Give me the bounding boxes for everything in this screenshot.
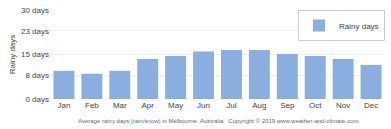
svg-text:Dec: Dec [364,101,378,110]
svg-text:0 days: 0 days [25,95,49,104]
svg-text:Jun: Jun [197,101,210,110]
svg-text:15 days: 15 days [21,50,49,59]
svg-text:30 days: 30 days [21,6,49,15]
svg-text:8 days: 8 days [25,71,49,80]
svg-text:Rainy days: Rainy days [8,35,17,75]
svg-text:Feb: Feb [85,101,99,110]
svg-text:Jan: Jan [58,101,71,110]
svg-text:Average rainy days (rain/snow): Average rainy days (rain/snow) in Melbou… [78,118,358,124]
svg-text:Apr: Apr [141,101,154,110]
svg-text:Nov: Nov [336,101,350,110]
svg-text:Aug: Aug [252,101,266,110]
svg-text:23 days: 23 days [21,27,49,36]
svg-text:Mar: Mar [113,101,127,110]
svg-text:Jul: Jul [226,101,236,110]
svg-text:Sep: Sep [280,101,295,110]
svg-text:Oct: Oct [309,101,322,110]
svg-text:May: May [168,101,183,110]
svg-text:Rainy days: Rainy days [339,22,379,31]
